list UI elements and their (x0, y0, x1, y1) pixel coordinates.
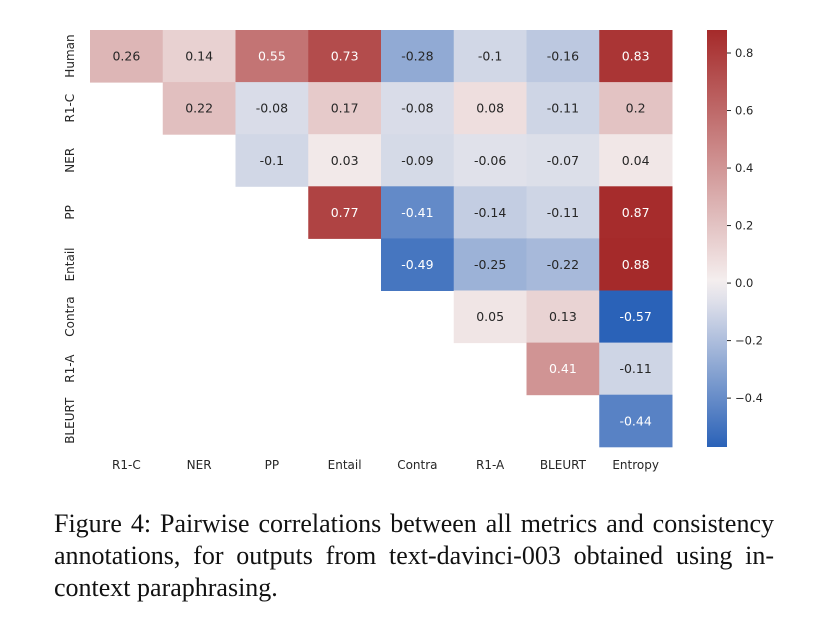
cell-value-label: 0.55 (258, 49, 286, 64)
cell-value-label: -0.1 (478, 49, 502, 64)
cell-value-label: -0.28 (401, 49, 433, 64)
heatmap-cell (381, 30, 455, 83)
heatmap-cell (308, 134, 382, 187)
cell-value-label: -0.07 (547, 153, 579, 168)
colorbar-tick-label: 0.0 (735, 276, 753, 290)
cell-value-label: -0.49 (401, 257, 433, 272)
heatmap-cell (526, 134, 600, 187)
heatmap-cell (381, 186, 455, 239)
cell-value-label: 0.2 (626, 101, 646, 116)
col-label-bleurt: BLEURT (540, 458, 587, 472)
figure-caption: Figure 4: Pairwise correlations between … (54, 509, 774, 602)
heatmap-cell (381, 238, 455, 291)
heatmap-cell (526, 30, 600, 83)
cell-value-label: -0.14 (474, 205, 506, 220)
col-label-contra: Contra (397, 458, 437, 472)
cell-value-label: 0.87 (622, 205, 650, 220)
cell-value-label: 0.83 (622, 49, 650, 64)
heatmap-cell (453, 290, 527, 344)
heatmap-cell (599, 82, 673, 135)
heatmap-cell (599, 394, 673, 448)
cell-value-label: -0.06 (474, 153, 506, 168)
colorbar-tick-label: 0.4 (735, 161, 753, 175)
cell-value-label: -0.11 (547, 101, 579, 116)
row-label-bleurt: BLEURT (63, 397, 77, 444)
heatmap-cell (381, 82, 455, 135)
cell-value-label: -0.44 (619, 413, 651, 428)
col-label-r1-c: R1-C (112, 458, 141, 472)
heatmap-cell (599, 186, 673, 239)
colorbar (707, 30, 727, 447)
row-label-ner: NER (63, 148, 77, 173)
cell-value-label: 0.05 (476, 309, 504, 324)
cell-value-label: -0.08 (256, 101, 288, 116)
heatmap-cell (381, 134, 455, 187)
row-label-r1-c: R1-C (63, 94, 77, 123)
cell-value-label: -0.11 (547, 205, 579, 220)
heatmap-cell (526, 186, 600, 239)
cell-value-label: 0.04 (622, 153, 650, 168)
heatmap-cell (235, 134, 309, 187)
heatmap-cell (526, 342, 600, 396)
heatmap-cell (235, 30, 309, 83)
col-label-entail: Entail (328, 458, 362, 472)
correlation-heatmap: 0.26 0.14 0.55 0.73 -0.28 -0.1 -0.16 0.83 0.22 -0… (63, 30, 763, 472)
cell-value-label: 0.17 (331, 101, 359, 116)
row-label-r1-a: R1-A (63, 354, 77, 383)
row-label-pp: PP (63, 205, 77, 219)
row-label-contra: Contra (63, 296, 77, 336)
cell-value-label: -0.25 (474, 257, 506, 272)
cell-value-label: 0.14 (185, 49, 213, 64)
cell-value-label: 0.22 (185, 101, 213, 116)
heatmap-cell (308, 82, 382, 135)
cell-value-label: -0.08 (401, 101, 433, 116)
heatmap-cell (308, 30, 382, 83)
heatmap-cell (162, 82, 236, 135)
col-label-r1-a: R1-A (476, 458, 505, 472)
heatmap-cell (599, 290, 673, 344)
cell-value-label: 0.73 (331, 49, 359, 64)
cell-value-label: -0.1 (260, 153, 284, 168)
heatmap-cell (235, 82, 309, 135)
cell-value-label: 0.41 (549, 361, 577, 376)
colorbar-tick-label: 0.6 (735, 104, 753, 118)
heatmap-cell (526, 238, 600, 291)
cell-value-label: 0.03 (331, 153, 359, 168)
cell-value-label: -0.41 (401, 205, 433, 220)
heatmap-cell (526, 290, 600, 344)
cell-value-label: -0.22 (547, 257, 579, 272)
heatmap-cell (599, 342, 673, 396)
heatmap-cell (453, 186, 527, 239)
col-label-ner: NER (187, 458, 212, 472)
col-label-pp: PP (265, 458, 279, 472)
heatmap-cell (453, 30, 527, 83)
row-label-human: Human (63, 34, 77, 77)
heatmap-cell (162, 30, 236, 83)
heatmap-cell (453, 238, 527, 291)
colorbar-tick-label: 0.8 (735, 46, 753, 60)
colorbar-tick-label: −0.4 (735, 391, 763, 405)
cell-value-label: 0.26 (112, 49, 140, 64)
cell-value-label: -0.11 (619, 361, 651, 376)
colorbar-tick-label: −0.2 (735, 334, 763, 348)
heatmap-cell (453, 134, 527, 187)
cell-value-label: 0.08 (476, 101, 504, 116)
heatmap-cell (599, 238, 673, 291)
cell-value-label: 0.77 (331, 205, 359, 220)
heatmap-cell (453, 82, 527, 135)
colorbar-tick-label: 0.2 (735, 219, 753, 233)
cell-value-label: 0.13 (549, 309, 577, 324)
heatmap-cell (308, 186, 382, 239)
cell-value-label: -0.09 (401, 153, 433, 168)
heatmap-cell (599, 134, 673, 187)
cell-value-label: -0.16 (547, 49, 579, 64)
heatmap-cell (599, 30, 673, 83)
heatmap-cell (526, 82, 600, 135)
col-label-entropy: Entropy (612, 458, 659, 472)
row-label-entail: Entail (63, 247, 77, 281)
cell-value-label: 0.88 (622, 257, 650, 272)
heatmap-cell (90, 30, 164, 83)
cell-value-label: -0.57 (619, 309, 651, 324)
